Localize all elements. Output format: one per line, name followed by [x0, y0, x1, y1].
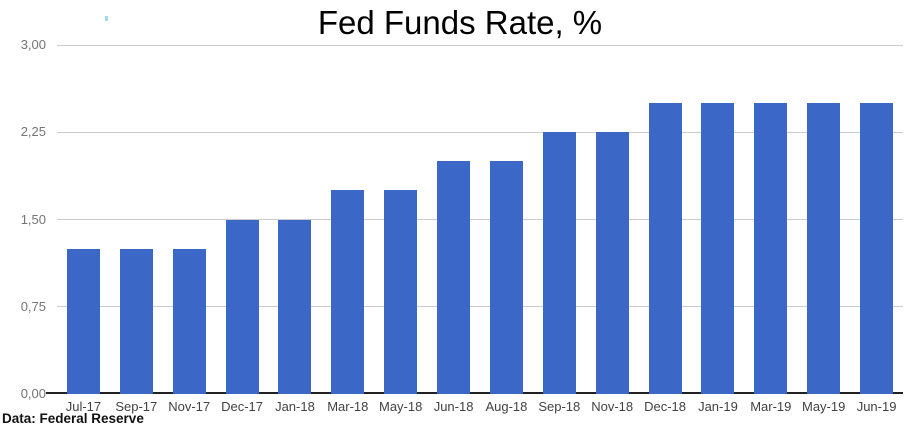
gridline [57, 131, 903, 133]
y-axis-tick-label: 0,75 [20, 298, 46, 314]
chart-title: Fed Funds Rate, % [317, 4, 603, 41]
y-axis-tick-label: 3,00 [20, 37, 46, 52]
plot-area: 0,00 0,75 1,50 2,25 3,00 Jul-17 Sep-17 Nov-17 De… [21, 38, 903, 414]
x-axis-tick-label: Jan-18 [275, 399, 315, 414]
x-axis-tick-label: Jun-18 [433, 399, 474, 414]
bar [119, 248, 153, 394]
x-axis-tick-label: Jun-19 [856, 399, 897, 414]
bar [807, 103, 841, 394]
bar [860, 103, 894, 394]
x-axis-tick-label: Sep-18 [538, 399, 581, 414]
x-axis-tick-label: Dec-17 [221, 399, 264, 414]
bar [278, 219, 312, 394]
gridline [57, 44, 903, 46]
bar [648, 103, 682, 394]
x-axis-tick-label: May-18 [379, 399, 423, 414]
source-note: Data: Federal Reserve [2, 411, 144, 426]
y-axis-tick-label: 1,50 [20, 211, 46, 227]
stray-mark [105, 16, 108, 21]
x-axis-tick-label: Mar-18 [327, 399, 369, 414]
bar [701, 103, 735, 394]
x-axis-tick-label: Sep-17 [115, 399, 158, 414]
bar [595, 132, 629, 394]
bar [172, 248, 206, 394]
bar [331, 190, 365, 394]
x-axis-line [46, 392, 903, 394]
x-axis-tick-label: Nov-18 [591, 399, 634, 414]
x-axis-tick-label: Nov-17 [168, 399, 211, 414]
bar [542, 132, 576, 394]
gridline [57, 306, 903, 308]
x-axis-tick-label: Jul-17 [65, 399, 102, 414]
x-axis-tick-label: Jan-19 [698, 399, 738, 414]
y-axis-tick-label: 2,25 [20, 124, 46, 140]
bar [225, 219, 259, 394]
bar [437, 161, 471, 394]
gridline [57, 219, 903, 220]
bar [384, 190, 418, 394]
x-axis-tick-label: Dec-18 [644, 399, 687, 414]
x-axis-tick-label: Mar-19 [750, 399, 792, 414]
y-axis-tick-label: 0,00 [20, 386, 46, 401]
bar [754, 103, 788, 394]
bar [489, 161, 523, 394]
x-axis-tick-label: May-19 [802, 399, 846, 414]
bar [66, 248, 100, 394]
x-axis-tick-label: Aug-18 [485, 399, 528, 414]
